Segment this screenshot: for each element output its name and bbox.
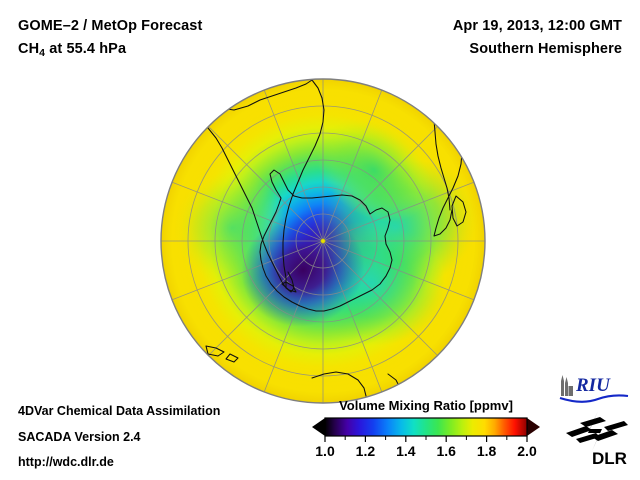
colorbar-tick-label: 1.8 — [476, 443, 497, 459]
coastline-southern-islands — [205, 345, 239, 363]
colorbar-title: Volume Mixing Ratio [ppmv] — [339, 398, 513, 413]
colorbar-gradient — [312, 417, 540, 442]
riu-wordmark: RIU — [575, 375, 611, 396]
pressure-level: at 55.4 hPa — [45, 41, 127, 57]
cathedral-towers-icon — [561, 375, 573, 396]
coastline-madagascar — [451, 195, 467, 227]
colorbar-bar — [325, 418, 527, 436]
forecast-timestamp: Apr 19, 2013, 12:00 GMT — [452, 18, 622, 34]
coastline-tierra-del-fuego — [281, 281, 297, 293]
dlr-logo: DLR — [562, 409, 634, 469]
software-version-label: SACADA Version 2.4 — [18, 430, 141, 444]
species-subscript: 4 — [39, 47, 46, 59]
coastline-south-america — [189, 79, 325, 293]
colorbar: Volume Mixing Ratio [ppmv] — [312, 398, 540, 463]
riu-logo: RIU — [556, 371, 632, 404]
colorbar-tick-label: 1.4 — [396, 443, 416, 459]
colorbar-tick-label: 2.0 — [517, 443, 537, 459]
hemisphere-label: Southern Hemisphere — [469, 41, 622, 57]
assimilation-method-label: 4DVar Chemical Data Assimilation — [18, 404, 221, 418]
species-level-label: CH4 at 55.4 hPa — [18, 41, 126, 59]
riu-swoosh — [559, 394, 629, 403]
colorbar-minor-ticks — [344, 436, 508, 440]
coastline-australia — [311, 371, 367, 397]
colorbar-tick-labels: 1.0 1.2 1.4 1.6 1.8 2.0 — [312, 443, 540, 463]
colorbar-tick-label: 1.2 — [355, 443, 376, 459]
page-title: GOME–2 / MetOp Forecast — [18, 18, 203, 34]
dlr-mark-icon — [566, 411, 628, 451]
coastline-antarctica — [259, 169, 393, 312]
globe-limb — [160, 78, 486, 404]
dlr-wordmark: DLR — [592, 449, 627, 468]
colorbar-ticks — [324, 436, 528, 442]
colorbar-extend-high-arrow — [527, 418, 540, 436]
species-name: CH — [18, 41, 40, 57]
colorbar-tick-label: 1.0 — [315, 443, 335, 459]
coastlines — [189, 79, 467, 397]
south-pole-marker — [320, 238, 326, 244]
polar-projection-map — [160, 78, 486, 404]
data-centre-url[interactable]: http://wdc.dlr.de — [18, 455, 114, 469]
colorbar-extend-low-arrow — [312, 418, 325, 436]
colorbar-tick-label: 1.6 — [436, 443, 456, 459]
